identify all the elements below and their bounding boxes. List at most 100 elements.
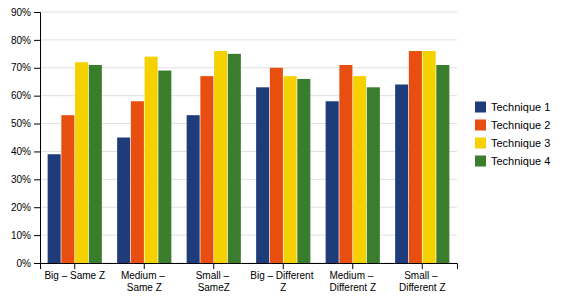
bar [228,54,241,263]
legend-item: Technique 2 [475,119,550,131]
tick: Big – Different Z [250,263,316,293]
tick-label: 70% [11,62,31,73]
tick: 30% [11,174,40,185]
bar [89,65,102,263]
bar [436,65,449,263]
bar [48,154,61,263]
tick-mark [213,263,214,269]
tick-mark [34,263,40,264]
tick: 20% [11,202,40,213]
bar [297,79,310,263]
tick-label: Big – Same Z [44,270,105,281]
tick-label: 10% [11,230,31,241]
legend-swatch [475,102,486,113]
tick-mark [144,263,145,269]
tick-label: 20% [11,202,31,213]
tick: 40% [11,146,40,157]
tick-mark [34,151,40,152]
plot: 0% 10% 20% 30% 40% 50% 60% 70% 80% 90% Big – Same … [11,7,458,293]
bar [158,71,171,263]
bar [256,87,269,263]
legend-label: Technique 4 [491,155,550,167]
legend-swatch [475,156,486,167]
axis-line [41,264,458,270]
tick: Medium – Different Z [329,263,376,293]
tick-mark [74,263,75,269]
bar-series [61,51,422,263]
tick-mark [352,263,353,269]
tick-mark [34,179,40,180]
bar [214,51,227,263]
grid-line [40,179,457,180]
bar [117,138,130,264]
grid-line [40,235,457,236]
grid-line [40,12,457,13]
bar [367,87,380,263]
legend-label: Technique 2 [491,119,550,131]
tick-mark [34,207,40,208]
grid-line [40,151,457,152]
tick: Big – Same Z [44,263,105,281]
bar [339,65,352,263]
tick: 70% [11,62,40,73]
tick: 50% [11,118,40,129]
bar-series [75,51,436,263]
grid-line [40,67,457,68]
y-axis: 0% 10% 20% 30% 40% 50% 60% 70% 80% 90% [11,7,41,269]
tick: 0% [17,258,40,269]
legend-label: Technique 3 [491,137,550,149]
tick-label: 30% [11,174,31,185]
chart: 0% 10% 20% 30% 40% 50% 60% 70% 80% 90% Big – Same … [0,0,567,305]
tick: Medium – Same Z [121,263,168,293]
tick-label: 80% [11,35,31,46]
tick-label: Big – Different Z [250,270,316,293]
grid-line [40,39,457,40]
tick-label: 50% [11,118,31,129]
tick-label: 0% [17,258,32,269]
bar [326,101,339,263]
bar [187,115,200,263]
legend-swatch [475,138,486,149]
grid-line [40,207,457,208]
bar [145,57,158,263]
legend-item: Technique 1 [475,101,550,113]
grid-line [40,95,457,96]
bar [61,115,74,263]
legend: Technique 1 Technique 2 Technique 3 Techniq… [475,101,550,167]
tick-mark [422,263,423,269]
bar [131,101,144,263]
grid-line [40,123,457,124]
bar [423,51,436,263]
tick: Small – SameZ [196,263,232,293]
legend-item: Technique 3 [475,137,550,149]
bar [409,51,422,263]
bar [284,76,297,263]
tick-label: Small – Different Z [399,270,446,293]
tick-mark [34,96,40,97]
tick-mark [34,235,40,236]
legend-label: Technique 1 [491,101,550,113]
tick-label: Small – SameZ [196,270,232,293]
tick-mark [34,12,40,13]
bar [270,68,283,263]
bar-series [89,54,450,263]
tick-mark [34,124,40,125]
tick-label: Medium – Different Z [329,270,376,293]
bars [48,51,450,263]
tick-mark [283,263,284,269]
bar [75,62,88,263]
tick-mark [34,68,40,69]
tick: 80% [11,35,40,46]
legend-item: Technique 4 [475,155,550,167]
bar [200,76,213,263]
x-axis: Big – Same Z Medium – Same Z Small – SameZ… [41,263,458,293]
tick-mark [34,40,40,41]
tick: 60% [11,90,40,101]
tick-label: 60% [11,90,31,101]
tick-label: Medium – Same Z [121,270,168,293]
tick-label: 90% [11,7,31,18]
tick-label: 40% [11,146,31,157]
bar [395,85,408,263]
axis-line [34,13,41,264]
legend-swatch [475,120,486,131]
